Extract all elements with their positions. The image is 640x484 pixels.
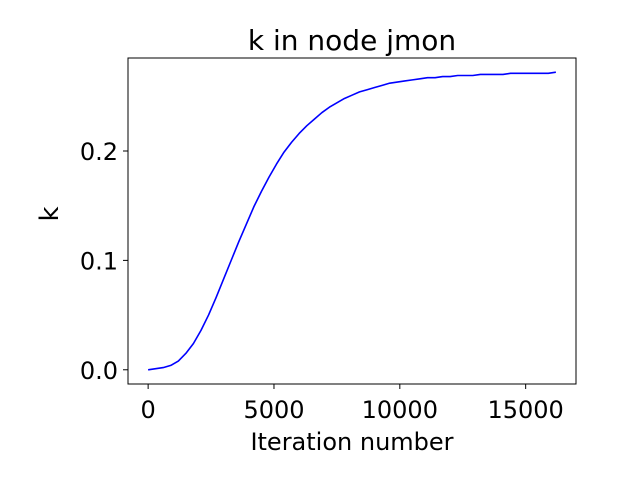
x-tick-label: 10000 [362,396,438,424]
y-axis: 0.0 0.1 0.2 [80,138,128,385]
x-axis: 0 5000 10000 15000 [140,384,564,424]
series-line-0 [148,71,556,371]
x-tick-label: 0 [140,396,155,424]
y-tick-label: 0.1 [80,247,118,275]
chart-title: k in node jmon [248,24,456,57]
plot-area [148,71,556,371]
plot-frame [127,57,577,385]
y-tick-label: 0.0 [80,357,118,385]
x-axis-label: Iteration number [250,428,453,456]
y-axis-label: k [35,206,65,221]
y-tick-label: 0.2 [80,138,118,166]
x-tick-label: 5000 [243,396,304,424]
x-tick-label: 15000 [487,396,563,424]
